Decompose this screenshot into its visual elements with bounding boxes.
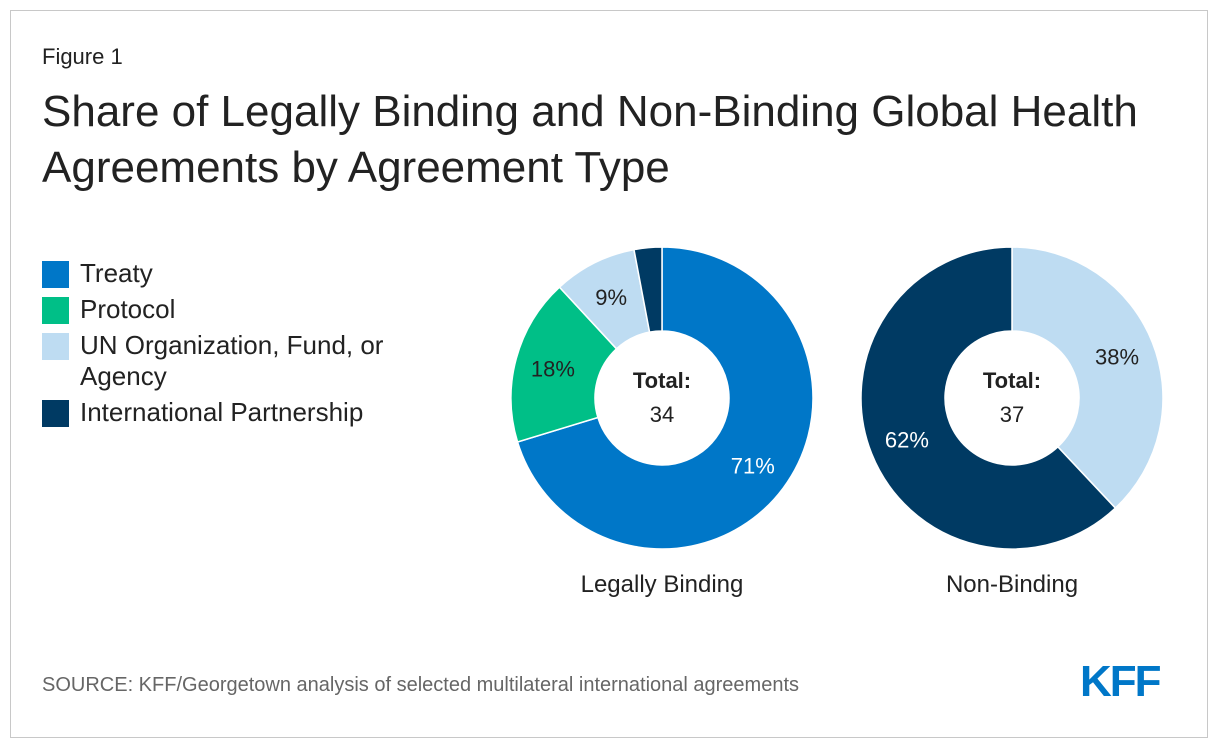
- figure-frame: [10, 10, 1208, 738]
- legend-swatch-un-organization: [42, 333, 69, 360]
- slice-labels-non-binding: 38% 62%: [885, 344, 1139, 452]
- slice-label-legally-binding-protocol: 18%: [531, 356, 575, 381]
- kff-logo: KFF: [1080, 660, 1163, 702]
- slices-legally-binding: [510, 246, 814, 550]
- slice-label-non-binding-un-organization-fund-or-agency: 38%: [1095, 344, 1139, 369]
- total-value-non-binding: 37: [1000, 402, 1024, 427]
- legend-label-un-organization: UN Organization, Fund, or Agency: [80, 330, 384, 391]
- slice-legally-binding-protocol: [510, 286, 618, 443]
- figure-label: Figure 1: [42, 44, 123, 69]
- chart-title: Share of Legally Binding and Non-Binding…: [42, 87, 1138, 192]
- total-label-non-binding: Total:: [983, 368, 1041, 393]
- legend-swatch-protocol: [42, 297, 69, 324]
- slice-label-non-binding-international-partnership: 62%: [885, 428, 929, 453]
- legend-item-treaty: Treaty: [42, 258, 410, 289]
- source-note: SOURCE: KFF/Georgetown analysis of selec…: [42, 674, 800, 696]
- legend-label-protocol: Protocol: [80, 294, 176, 324]
- total-value-legally-binding: 34: [650, 402, 674, 427]
- legend-swatch-international-partnership: [42, 400, 69, 427]
- legend-item-protocol: Protocol: [42, 294, 410, 325]
- kff-logo-text: KFF: [1080, 660, 1161, 702]
- slice-non-binding-un-organization-fund-or-agency: [1011, 246, 1164, 510]
- slices-non-binding: [860, 246, 1164, 550]
- legend: Treaty Protocol UN Organization, Fund, o…: [42, 258, 410, 433]
- legend-swatch-treaty: [42, 261, 69, 288]
- legend-item-international-partnership: International Partnership: [42, 397, 410, 428]
- slice-legally-binding-international-partnership: [633, 246, 663, 334]
- legend-label-treaty: Treaty: [80, 258, 153, 288]
- total-label-legally-binding: Total:: [633, 368, 691, 393]
- slice-legally-binding-treaty: [516, 246, 814, 550]
- legend-item-un-organization: UN Organization, Fund, or Agency: [42, 330, 410, 392]
- donut-non-binding: 38% 62% Total: 37 Non-Binding: [860, 246, 1164, 598]
- slice-label-legally-binding-un-organization-fund-or-agency: 9%: [595, 285, 627, 310]
- donut-legally-binding: 71% 18% 9% Total: 34 Legally Binding: [510, 246, 814, 598]
- slice-labels-legally-binding: 71% 18% 9%: [531, 285, 775, 478]
- slice-non-binding-international-partnership: [860, 246, 1117, 550]
- chart-name-non-binding: Non-Binding: [946, 571, 1078, 598]
- chart-name-legally-binding: Legally Binding: [581, 571, 744, 598]
- legend-label-international-partnership: International Partnership: [80, 397, 364, 427]
- slice-label-legally-binding-treaty: 71%: [731, 453, 775, 478]
